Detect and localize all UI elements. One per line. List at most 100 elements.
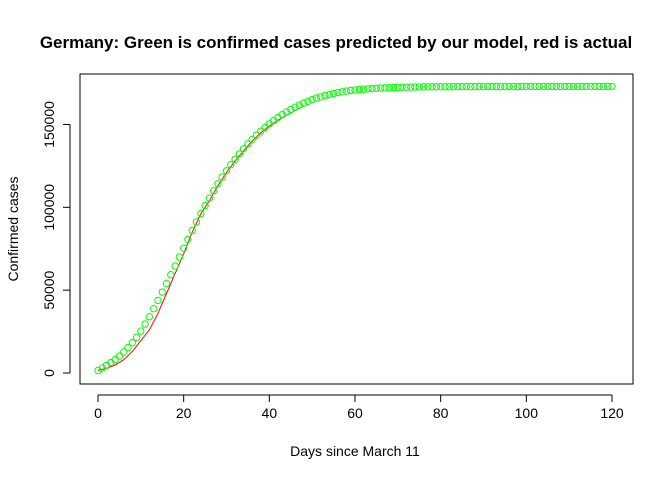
x-tick-label: 80 (433, 405, 449, 421)
predicted-point (411, 83, 419, 91)
predicted-point (334, 88, 342, 97)
predicted-point (535, 82, 543, 91)
predicted-point (115, 352, 124, 360)
predicted-point (552, 82, 560, 91)
predicted-point (120, 348, 128, 356)
predicted-point (574, 82, 582, 91)
predicted-point (394, 83, 402, 92)
predicted-point (231, 155, 239, 164)
predicted-point (317, 93, 325, 101)
predicted-point (496, 82, 505, 91)
predicted-point (595, 82, 603, 91)
predicted-point (466, 82, 475, 91)
predicted-point (291, 103, 299, 111)
predicted-point (162, 279, 171, 288)
predicted-point (372, 84, 381, 92)
predicted-point (180, 244, 188, 252)
x-tick-label: 60 (347, 405, 363, 421)
predicted-point (141, 320, 149, 328)
predicted-point (586, 82, 595, 91)
x-tick-label: 120 (600, 405, 624, 421)
predicted-point (299, 99, 308, 107)
predicted-point (526, 82, 535, 91)
predicted-point (210, 187, 218, 195)
predicted-point (522, 82, 530, 91)
series-predicted-points (94, 82, 616, 375)
predicted-point (492, 82, 501, 91)
predicted-point (257, 127, 265, 135)
predicted-point (150, 305, 158, 313)
predicted-point (531, 82, 539, 91)
predicted-point (132, 333, 141, 341)
predicted-point (111, 356, 119, 364)
predicted-point (184, 235, 192, 244)
predicted-point (248, 135, 256, 144)
predicted-point (239, 145, 248, 153)
predicted-point (171, 262, 179, 270)
x-tick-label: 40 (262, 405, 278, 421)
predicted-point (449, 82, 458, 91)
predicted-point (437, 83, 445, 91)
predicted-point (462, 82, 471, 91)
predicted-point (569, 82, 578, 91)
y-axis: 0 50000 100000 150000 (41, 101, 71, 377)
predicted-point (544, 82, 552, 91)
predicted-point (475, 82, 483, 91)
predicted-point (428, 83, 436, 91)
predicted-point (565, 82, 573, 91)
predicted-point (398, 83, 406, 92)
predicted-point (608, 82, 616, 91)
predicted-point (188, 226, 196, 235)
predicted-point (484, 82, 492, 91)
predicted-point (548, 82, 556, 91)
predicted-point (338, 88, 346, 96)
predicted-point (312, 94, 321, 102)
predicted-point (604, 82, 612, 91)
predicted-point (227, 161, 235, 169)
predicted-point (235, 150, 244, 158)
x-tick-label: 20 (176, 405, 192, 421)
predicted-point (205, 194, 214, 202)
predicted-point (355, 85, 363, 94)
predicted-point (167, 271, 175, 279)
predicted-point (479, 82, 488, 91)
predicted-point (415, 83, 423, 91)
predicted-point (582, 82, 590, 91)
predicted-point (561, 82, 569, 91)
predicted-point (454, 82, 462, 91)
predicted-point (488, 82, 496, 91)
predicted-point (599, 82, 608, 91)
predicted-point (252, 131, 261, 139)
predicted-point (154, 296, 162, 305)
predicted-point (514, 82, 522, 91)
predicted-point (128, 339, 137, 347)
predicted-point (145, 313, 154, 321)
predicted-point (351, 86, 359, 94)
predicted-point (407, 83, 415, 91)
predicted-point (201, 201, 209, 210)
x-tick-label: 100 (515, 405, 539, 421)
predicted-point (424, 83, 432, 91)
y-axis-label: Confirmed cases (5, 176, 21, 281)
x-axis-label: Days since March 11 (290, 443, 420, 459)
predicted-point (329, 89, 338, 98)
chart-title: Germany: Green is confirmed cases predic… (40, 33, 632, 52)
plot-box (79, 73, 634, 385)
predicted-point (419, 83, 428, 91)
predicted-point (321, 91, 329, 100)
predicted-point (192, 218, 201, 226)
predicted-point (308, 95, 316, 104)
predicted-point (381, 84, 389, 92)
predicted-point (432, 83, 441, 91)
predicted-point (389, 83, 398, 92)
predicted-point (218, 173, 226, 181)
predicted-point (364, 85, 372, 93)
predicted-point (197, 209, 205, 218)
predicted-point (124, 343, 132, 352)
predicted-point (214, 180, 222, 188)
predicted-point (359, 85, 368, 93)
predicted-point (304, 97, 312, 106)
predicted-point (441, 83, 449, 91)
predicted-point (282, 108, 291, 116)
